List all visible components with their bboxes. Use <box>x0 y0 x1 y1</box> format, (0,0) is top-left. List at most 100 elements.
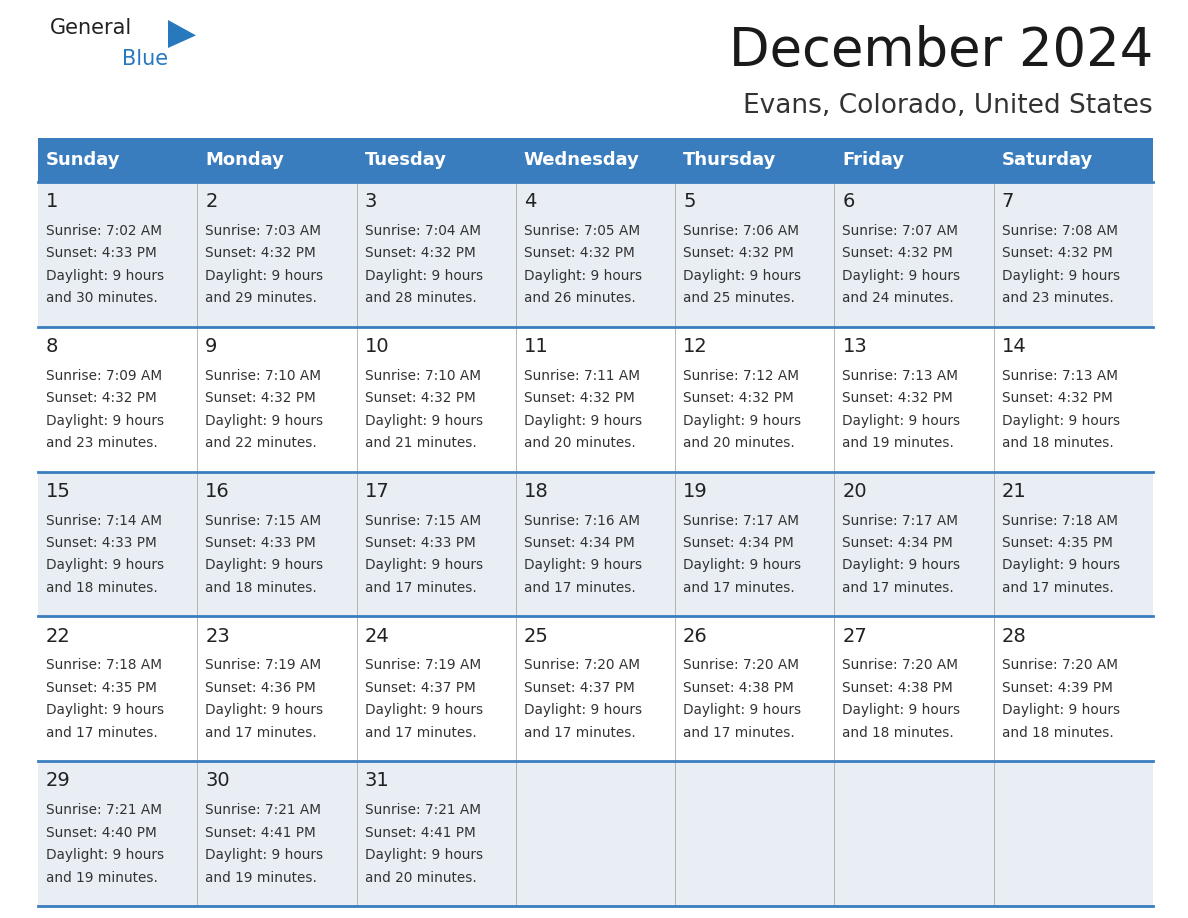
Text: and 21 minutes.: and 21 minutes. <box>365 436 476 450</box>
Text: Sunset: 4:41 PM: Sunset: 4:41 PM <box>206 825 316 840</box>
Text: 9: 9 <box>206 337 217 356</box>
Text: Sunday: Sunday <box>46 151 120 169</box>
Text: Daylight: 9 hours: Daylight: 9 hours <box>46 703 164 717</box>
Text: Sunrise: 7:03 AM: Sunrise: 7:03 AM <box>206 224 321 238</box>
Text: and 18 minutes.: and 18 minutes. <box>1001 726 1113 740</box>
Text: 23: 23 <box>206 627 230 645</box>
Text: Wednesday: Wednesday <box>524 151 639 169</box>
Text: Sunset: 4:40 PM: Sunset: 4:40 PM <box>46 825 157 840</box>
Bar <box>38 182 1154 327</box>
Text: Sunrise: 7:19 AM: Sunrise: 7:19 AM <box>206 658 322 672</box>
Text: 6: 6 <box>842 192 855 211</box>
Text: 31: 31 <box>365 771 390 790</box>
Text: Sunrise: 7:20 AM: Sunrise: 7:20 AM <box>1001 658 1118 672</box>
Text: Sunset: 4:32 PM: Sunset: 4:32 PM <box>683 246 794 261</box>
Text: 10: 10 <box>365 337 390 356</box>
Text: Sunset: 4:37 PM: Sunset: 4:37 PM <box>365 681 475 695</box>
Text: Sunrise: 7:10 AM: Sunrise: 7:10 AM <box>365 369 480 383</box>
Text: and 22 minutes.: and 22 minutes. <box>206 436 317 450</box>
Text: 11: 11 <box>524 337 549 356</box>
Text: Sunrise: 7:13 AM: Sunrise: 7:13 AM <box>1001 369 1118 383</box>
Text: 14: 14 <box>1001 337 1026 356</box>
Text: Sunrise: 7:14 AM: Sunrise: 7:14 AM <box>46 513 162 528</box>
Text: Daylight: 9 hours: Daylight: 9 hours <box>365 848 482 862</box>
Text: Daylight: 9 hours: Daylight: 9 hours <box>365 558 482 573</box>
Text: Sunset: 4:35 PM: Sunset: 4:35 PM <box>1001 536 1112 550</box>
Text: Sunrise: 7:15 AM: Sunrise: 7:15 AM <box>206 513 322 528</box>
Text: 19: 19 <box>683 482 708 500</box>
Text: Sunset: 4:33 PM: Sunset: 4:33 PM <box>46 246 157 261</box>
Text: Sunset: 4:32 PM: Sunset: 4:32 PM <box>206 246 316 261</box>
Text: Sunrise: 7:12 AM: Sunrise: 7:12 AM <box>683 369 800 383</box>
Text: Sunrise: 7:11 AM: Sunrise: 7:11 AM <box>524 369 640 383</box>
Text: Sunset: 4:35 PM: Sunset: 4:35 PM <box>46 681 157 695</box>
Text: and 20 minutes.: and 20 minutes. <box>524 436 636 450</box>
Text: Sunrise: 7:20 AM: Sunrise: 7:20 AM <box>683 658 800 672</box>
Text: 22: 22 <box>46 627 71 645</box>
Text: Daylight: 9 hours: Daylight: 9 hours <box>365 414 482 428</box>
Text: 17: 17 <box>365 482 390 500</box>
Text: and 18 minutes.: and 18 minutes. <box>46 581 158 595</box>
Text: 20: 20 <box>842 482 867 500</box>
Text: Sunset: 4:32 PM: Sunset: 4:32 PM <box>365 391 475 405</box>
Text: and 17 minutes.: and 17 minutes. <box>1001 581 1113 595</box>
Text: Daylight: 9 hours: Daylight: 9 hours <box>683 703 801 717</box>
Text: Sunset: 4:32 PM: Sunset: 4:32 PM <box>842 246 953 261</box>
Text: Sunset: 4:32 PM: Sunset: 4:32 PM <box>524 246 634 261</box>
Text: and 17 minutes.: and 17 minutes. <box>46 726 158 740</box>
Text: Sunset: 4:33 PM: Sunset: 4:33 PM <box>46 536 157 550</box>
Text: 4: 4 <box>524 192 536 211</box>
Text: Sunset: 4:36 PM: Sunset: 4:36 PM <box>206 681 316 695</box>
Text: Sunset: 4:37 PM: Sunset: 4:37 PM <box>524 681 634 695</box>
Text: Sunrise: 7:09 AM: Sunrise: 7:09 AM <box>46 369 162 383</box>
Text: and 23 minutes.: and 23 minutes. <box>46 436 158 450</box>
Text: and 30 minutes.: and 30 minutes. <box>46 291 158 306</box>
Text: Daylight: 9 hours: Daylight: 9 hours <box>683 558 801 573</box>
Text: and 19 minutes.: and 19 minutes. <box>842 436 954 450</box>
Text: Daylight: 9 hours: Daylight: 9 hours <box>842 269 961 283</box>
Text: Sunrise: 7:19 AM: Sunrise: 7:19 AM <box>365 658 481 672</box>
Bar <box>38 138 1154 182</box>
Text: and 24 minutes.: and 24 minutes. <box>842 291 954 306</box>
Text: Daylight: 9 hours: Daylight: 9 hours <box>524 558 642 573</box>
Text: 29: 29 <box>46 771 71 790</box>
Text: Sunrise: 7:21 AM: Sunrise: 7:21 AM <box>365 803 480 817</box>
Text: and 17 minutes.: and 17 minutes. <box>524 581 636 595</box>
Text: and 26 minutes.: and 26 minutes. <box>524 291 636 306</box>
Bar <box>38 327 1154 472</box>
Text: and 17 minutes.: and 17 minutes. <box>365 581 476 595</box>
Text: Sunset: 4:38 PM: Sunset: 4:38 PM <box>842 681 953 695</box>
Text: 30: 30 <box>206 771 229 790</box>
Text: Sunset: 4:39 PM: Sunset: 4:39 PM <box>1001 681 1112 695</box>
Text: 3: 3 <box>365 192 377 211</box>
Text: Sunrise: 7:15 AM: Sunrise: 7:15 AM <box>365 513 481 528</box>
Text: Friday: Friday <box>842 151 904 169</box>
Text: Daylight: 9 hours: Daylight: 9 hours <box>683 414 801 428</box>
Text: Blue: Blue <box>122 49 169 69</box>
Text: Sunrise: 7:05 AM: Sunrise: 7:05 AM <box>524 224 640 238</box>
Text: 1: 1 <box>46 192 58 211</box>
Text: Tuesday: Tuesday <box>365 151 447 169</box>
Text: Daylight: 9 hours: Daylight: 9 hours <box>1001 703 1120 717</box>
Text: Sunrise: 7:17 AM: Sunrise: 7:17 AM <box>842 513 959 528</box>
Text: Daylight: 9 hours: Daylight: 9 hours <box>46 269 164 283</box>
Text: General: General <box>50 18 132 38</box>
Text: 26: 26 <box>683 627 708 645</box>
Text: Monday: Monday <box>206 151 284 169</box>
Text: Daylight: 9 hours: Daylight: 9 hours <box>842 414 961 428</box>
Text: Sunrise: 7:06 AM: Sunrise: 7:06 AM <box>683 224 800 238</box>
Text: and 29 minutes.: and 29 minutes. <box>206 291 317 306</box>
Text: Daylight: 9 hours: Daylight: 9 hours <box>524 703 642 717</box>
Text: and 18 minutes.: and 18 minutes. <box>842 726 954 740</box>
Text: Sunset: 4:32 PM: Sunset: 4:32 PM <box>206 391 316 405</box>
Text: Evans, Colorado, United States: Evans, Colorado, United States <box>744 93 1154 119</box>
Text: and 17 minutes.: and 17 minutes. <box>365 726 476 740</box>
Text: and 20 minutes.: and 20 minutes. <box>683 436 795 450</box>
Text: and 17 minutes.: and 17 minutes. <box>842 581 954 595</box>
Text: Daylight: 9 hours: Daylight: 9 hours <box>1001 414 1120 428</box>
Text: 18: 18 <box>524 482 549 500</box>
Text: Daylight: 9 hours: Daylight: 9 hours <box>206 848 323 862</box>
Text: 24: 24 <box>365 627 390 645</box>
Text: Sunset: 4:38 PM: Sunset: 4:38 PM <box>683 681 794 695</box>
Text: 13: 13 <box>842 337 867 356</box>
